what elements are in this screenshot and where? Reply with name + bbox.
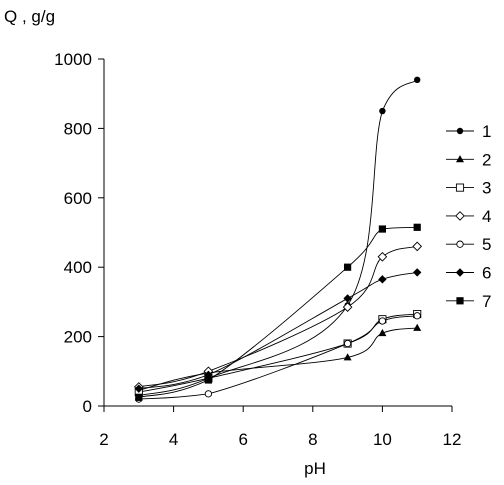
series-line-5 (138, 315, 418, 400)
series-7 (135, 223, 421, 401)
series-line-1 (138, 79, 418, 397)
data-point (414, 76, 421, 84)
data-point (344, 263, 352, 271)
legend-marker (456, 297, 464, 305)
legend-item: 3 (446, 179, 491, 198)
legend-marker (456, 155, 464, 163)
x-tick-label: 4 (169, 430, 178, 449)
legend-item: 1 (446, 122, 491, 141)
legend-marker (456, 240, 464, 248)
legend: 1 2 3 4 5 6 7 (446, 122, 491, 311)
series-line-2 (138, 327, 418, 391)
plot-area (133, 76, 423, 403)
x-tick-label: 6 (238, 430, 247, 449)
x-axis-label: pH (304, 459, 326, 478)
data-point (413, 268, 422, 277)
series-2 (134, 323, 422, 394)
data-point (412, 241, 423, 252)
data-point (343, 294, 352, 303)
legend-marker (456, 127, 464, 135)
data-point (378, 317, 387, 325)
data-point (343, 339, 352, 348)
legend-label: 4 (482, 207, 491, 226)
legend-label: 5 (482, 235, 491, 254)
data-point (413, 323, 422, 331)
x-tick-label: 10 (373, 430, 392, 449)
data-point (413, 312, 421, 320)
y-axis-label: Q , g/g (4, 7, 55, 26)
data-point (342, 302, 353, 312)
data-point (378, 328, 387, 337)
data-point (377, 251, 388, 262)
data-point (134, 384, 143, 393)
y-tick-label: 1000 (54, 50, 92, 69)
legend-label: 3 (482, 179, 491, 198)
data-point (204, 376, 212, 384)
series-line-4 (138, 245, 418, 388)
legend-item: 2 (446, 150, 491, 169)
y-tick-label: 200 (64, 328, 92, 347)
y-tick-label: 0 (83, 397, 92, 416)
data-point (378, 225, 386, 233)
series-line-6 (138, 271, 418, 390)
legend-label: 7 (482, 292, 491, 311)
legend-label: 2 (482, 150, 491, 169)
y-tick-label: 800 (64, 119, 92, 138)
series-line-3 (138, 313, 418, 393)
x-tick-label: 12 (443, 430, 462, 449)
axes: 0 200 400 600 800 1000 2 4 6 8 10 12 (54, 50, 461, 449)
series-6 (134, 268, 422, 393)
y-tick-label: 600 (64, 189, 92, 208)
data-point (413, 223, 421, 231)
data-point (343, 353, 352, 361)
legend-marker (455, 183, 465, 192)
legend-item: 4 (446, 207, 491, 226)
legend-item: 7 (446, 292, 491, 311)
y-tick-label: 400 (64, 258, 92, 277)
data-point (378, 275, 387, 284)
legend-marker (455, 268, 465, 277)
data-point (204, 390, 213, 398)
x-tick-label: 2 (99, 430, 108, 449)
legend-item: 5 (446, 235, 491, 254)
legend-label: 6 (482, 264, 491, 283)
legend-marker (455, 211, 465, 221)
legend-item: 6 (446, 264, 491, 283)
series-5 (135, 312, 421, 403)
data-point (379, 107, 386, 115)
series-line-7 (138, 226, 418, 398)
data-point (135, 393, 143, 401)
series-1 (135, 76, 421, 399)
x-tick-label: 8 (308, 430, 317, 449)
legend-label: 1 (482, 122, 491, 141)
